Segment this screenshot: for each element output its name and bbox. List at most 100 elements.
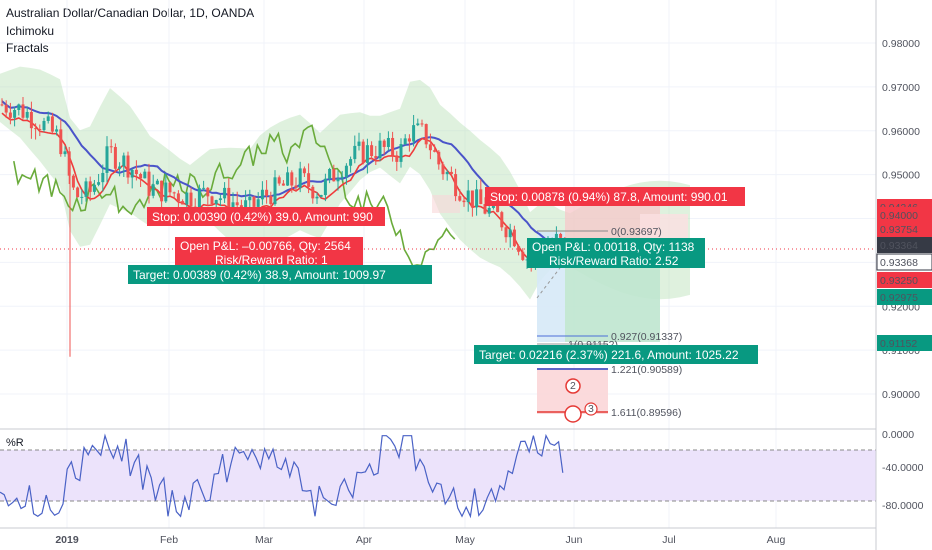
price-tag: 0.93250	[880, 275, 918, 287]
candle-body	[458, 196, 462, 201]
fib-label-0927: 0.927(0.91337)	[611, 331, 682, 343]
candle-body	[239, 205, 243, 209]
fractal-label-3: 3	[588, 403, 594, 415]
candle-body	[151, 184, 155, 196]
price-axis-label: 0.90000	[882, 389, 920, 401]
candle-body	[265, 189, 269, 196]
candle-body	[189, 192, 193, 207]
candle-body	[80, 196, 84, 198]
chart-title: Australian Dollar/Canadian Dollar, 1D, O…	[6, 6, 255, 20]
price-tag-bg	[877, 207, 932, 223]
candle-body	[76, 187, 80, 198]
candle-body	[559, 233, 563, 238]
candle-body	[34, 128, 38, 130]
candle-body	[214, 200, 218, 205]
candle-body	[227, 187, 231, 211]
candle-body	[353, 145, 357, 160]
candle-body	[13, 109, 17, 118]
time-axis-label: Aug	[767, 534, 786, 546]
williams-r-axis-label: -80.0000	[882, 500, 924, 512]
candle-body	[470, 190, 474, 208]
fractal-marker	[565, 378, 581, 394]
short-target-zone	[565, 256, 660, 342]
time-axis-label: 2019	[55, 534, 79, 546]
target-label-1: Target: 0.00389 (0.42%) 38.9, Amount: 10…	[133, 268, 386, 282]
label-bg	[128, 265, 432, 284]
candle-body	[311, 186, 315, 199]
candle-body	[521, 251, 525, 260]
time-axis-label: Mar	[255, 534, 274, 546]
candle-body	[97, 182, 101, 185]
candle-body	[202, 187, 206, 189]
candle-body	[454, 174, 458, 197]
candle-body	[210, 196, 214, 205]
stop-label-2: Stop: 0.00878 (0.94%) 87.8, Amount: 990.…	[490, 190, 728, 204]
indicator-ichimoku[interactable]: Ichimoku	[6, 24, 55, 38]
candle-body	[361, 141, 365, 163]
candle-body	[223, 187, 227, 199]
candle-body	[46, 116, 50, 121]
candle-body	[244, 200, 248, 209]
candle-body	[59, 129, 63, 155]
candle-body	[378, 140, 382, 159]
candle-body	[248, 196, 252, 201]
pnl-shade-left	[432, 195, 460, 213]
candle-body	[252, 196, 256, 207]
williams-r-label: %R	[6, 437, 24, 449]
price-axis-label: 0.98000	[882, 38, 920, 50]
candle-body	[160, 180, 164, 202]
williams-r-axis-label: -40.0000	[882, 462, 924, 474]
stop-label-1: Stop: 0.00390 (0.42%) 39.0, Amount: 990	[152, 210, 373, 224]
position-labels: Stop: 0.00390 (0.42%) 39.0, Amount: 990 …	[128, 187, 758, 364]
candle-body	[143, 171, 147, 179]
candle-body	[374, 156, 378, 159]
candle-body	[84, 181, 88, 197]
candle-body	[483, 204, 487, 214]
candle-body	[290, 172, 294, 186]
price-tag: 0.94000	[880, 210, 918, 222]
candle-body	[508, 229, 512, 238]
fractal-marker	[564, 405, 582, 423]
fractal-label-2: 2	[570, 380, 576, 392]
label-bg	[527, 238, 705, 268]
candle-body	[139, 174, 143, 179]
candle-body	[407, 138, 411, 142]
price-tag: 0.92975	[880, 292, 918, 304]
candle-body	[466, 190, 470, 203]
time-axis[interactable]: 2019 Feb Mar Apr May Jun Jul Aug	[0, 527, 876, 546]
candle-body	[147, 171, 151, 196]
candle-body	[50, 116, 54, 132]
candle-body	[365, 145, 369, 163]
candle-body	[445, 171, 449, 175]
candle-body	[277, 177, 281, 184]
candle-body	[517, 246, 521, 252]
time-axis-label: Jun	[566, 534, 583, 546]
candle-body	[0, 104, 4, 106]
candle-body	[269, 195, 273, 205]
fib-label-1611: 1.611(0.89596)	[611, 407, 681, 419]
candle-body	[88, 181, 92, 192]
candle-body	[38, 129, 42, 131]
candle-body	[500, 212, 504, 228]
candle-body	[67, 151, 71, 176]
williams-r-line	[0, 433, 564, 519]
price-axis-label: 0.95000	[882, 170, 920, 182]
candle-body	[349, 159, 353, 166]
price-tag-bg	[877, 335, 932, 351]
fib-label-0: 0(0.93697)	[611, 226, 662, 238]
candle-body	[25, 111, 29, 118]
candle-body	[231, 202, 235, 211]
candle-body	[105, 146, 109, 173]
candle-body	[155, 180, 159, 185]
candle-body	[302, 168, 306, 174]
candle-body	[55, 129, 59, 132]
price-tag-bg	[877, 272, 932, 288]
price-tag-bg	[877, 237, 932, 253]
ichimoku-lagging-span	[13, 124, 456, 267]
candle-body	[403, 138, 407, 145]
candle-body	[4, 105, 8, 113]
indicator-fractals[interactable]: Fractals	[6, 41, 49, 55]
candle-body	[206, 187, 210, 197]
rr-label-1: Risk/Reward Ratio: 1	[215, 253, 328, 267]
